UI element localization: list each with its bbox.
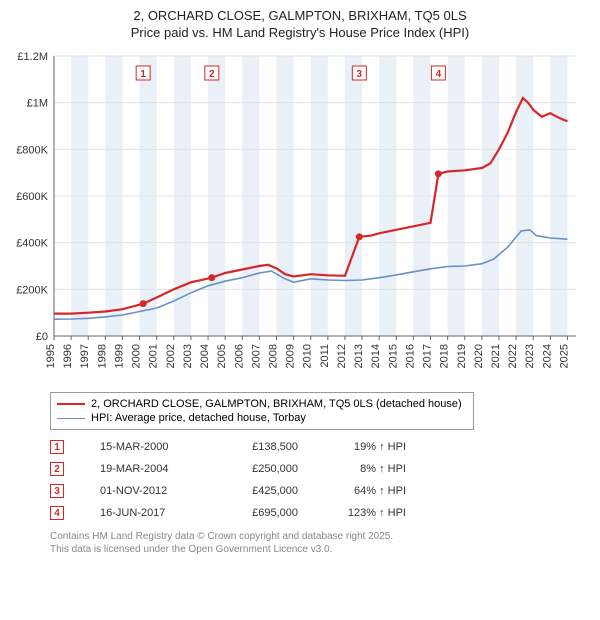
svg-text:2008: 2008 — [267, 344, 279, 368]
svg-text:2020: 2020 — [473, 344, 485, 368]
sale-marker-icon: 1 — [50, 440, 64, 454]
svg-text:2019: 2019 — [456, 344, 468, 368]
svg-text:2009: 2009 — [285, 344, 297, 368]
legend-row-2: HPI: Average price, detached house, Torb… — [57, 411, 467, 425]
svg-text:2003: 2003 — [182, 344, 194, 368]
svg-text:2023: 2023 — [524, 344, 536, 368]
sale-marker-icon: 3 — [50, 484, 64, 498]
sale-price: £425,000 — [218, 485, 298, 497]
svg-text:2025: 2025 — [558, 344, 570, 368]
svg-text:1999: 1999 — [113, 344, 125, 368]
svg-text:2010: 2010 — [302, 344, 314, 368]
svg-text:2000: 2000 — [131, 344, 143, 368]
svg-text:£800K: £800K — [16, 144, 48, 156]
title-block: 2, ORCHARD CLOSE, GALMPTON, BRIXHAM, TQ5… — [10, 8, 590, 40]
chart-svg: £0 £200K £400K £600K £800K £1M £1.2M 1995 1996 19… — [10, 46, 590, 386]
legend: 2, ORCHARD CLOSE, GALMPTON, BRIXHAM, TQ5… — [50, 392, 474, 430]
svg-text:2005: 2005 — [216, 344, 228, 368]
svg-text:2006: 2006 — [233, 344, 245, 368]
sale-delta: 64% ↑ HPI — [316, 485, 406, 497]
svg-text:1997: 1997 — [79, 344, 91, 368]
sale-date: 19-MAR-2004 — [82, 463, 200, 475]
svg-text:2: 2 — [209, 69, 215, 80]
svg-text:1998: 1998 — [96, 344, 108, 368]
root: 2, ORCHARD CLOSE, GALMPTON, BRIXHAM, TQ5… — [0, 0, 600, 566]
svg-text:2002: 2002 — [165, 344, 177, 368]
legend-row-1: 2, ORCHARD CLOSE, GALMPTON, BRIXHAM, TQ5… — [57, 397, 467, 411]
svg-text:2018: 2018 — [439, 344, 451, 368]
legend-swatch-blue — [57, 418, 85, 419]
sale-date: 15-MAR-2000 — [82, 441, 200, 453]
svg-text:£400K: £400K — [16, 238, 48, 250]
chart-title: 2, ORCHARD CLOSE, GALMPTON, BRIXHAM, TQ5… — [10, 8, 590, 23]
svg-text:£1M: £1M — [27, 98, 48, 110]
svg-text:1996: 1996 — [62, 344, 74, 368]
sale-delta: 19% ↑ HPI — [316, 441, 406, 453]
legend-label-2: HPI: Average price, detached house, Torb… — [91, 412, 306, 424]
chart-subtitle: Price paid vs. HM Land Registry's House … — [10, 25, 590, 40]
svg-text:4: 4 — [436, 69, 442, 80]
table-row: 2 19-MAR-2004 £250,000 8% ↑ HPI — [50, 458, 590, 480]
svg-text:2014: 2014 — [370, 344, 382, 368]
svg-text:2004: 2004 — [199, 344, 211, 368]
sale-marker-icon: 4 — [50, 506, 64, 520]
svg-text:2012: 2012 — [336, 344, 348, 368]
chart: £0 £200K £400K £600K £800K £1M £1.2M 1995 1996 19… — [10, 46, 590, 386]
svg-text:2015: 2015 — [387, 344, 399, 368]
legend-swatch-red — [57, 403, 85, 405]
sale-price: £250,000 — [218, 463, 298, 475]
svg-text:2016: 2016 — [404, 344, 416, 368]
footer-note: Contains HM Land Registry data © Crown c… — [50, 530, 590, 556]
sale-delta: 8% ↑ HPI — [316, 463, 406, 475]
sales-table: 1 15-MAR-2000 £138,500 19% ↑ HPI 2 19-MA… — [50, 436, 590, 524]
legend-label-1: 2, ORCHARD CLOSE, GALMPTON, BRIXHAM, TQ5… — [91, 398, 462, 410]
svg-text:£0: £0 — [36, 331, 48, 343]
svg-text:2007: 2007 — [250, 344, 262, 368]
table-row: 4 16-JUN-2017 £695,000 123% ↑ HPI — [50, 502, 590, 524]
sale-date: 16-JUN-2017 — [82, 507, 200, 519]
svg-text:3: 3 — [357, 69, 363, 80]
svg-text:1: 1 — [140, 69, 146, 80]
footer-line1: Contains HM Land Registry data © Crown c… — [50, 530, 590, 543]
table-row: 3 01-NOV-2012 £425,000 64% ↑ HPI — [50, 480, 590, 502]
svg-text:£200K: £200K — [16, 284, 48, 296]
sale-delta: 123% ↑ HPI — [316, 507, 406, 519]
sale-date: 01-NOV-2012 — [82, 485, 200, 497]
svg-text:2011: 2011 — [319, 344, 331, 368]
svg-text:2022: 2022 — [507, 344, 519, 368]
svg-text:1995: 1995 — [45, 344, 57, 368]
svg-text:2013: 2013 — [353, 344, 365, 368]
sale-price: £138,500 — [218, 441, 298, 453]
svg-text:2017: 2017 — [422, 344, 434, 368]
footer-line2: This data is licensed under the Open Gov… — [50, 543, 590, 556]
svg-text:2001: 2001 — [148, 344, 160, 368]
svg-text:£1.2M: £1.2M — [17, 51, 48, 63]
sale-marker-icon: 2 — [50, 462, 64, 476]
table-row: 1 15-MAR-2000 £138,500 19% ↑ HPI — [50, 436, 590, 458]
svg-text:2024: 2024 — [541, 344, 553, 368]
svg-text:2021: 2021 — [490, 344, 502, 368]
sale-price: £695,000 — [218, 507, 298, 519]
svg-text:£600K: £600K — [16, 191, 48, 203]
